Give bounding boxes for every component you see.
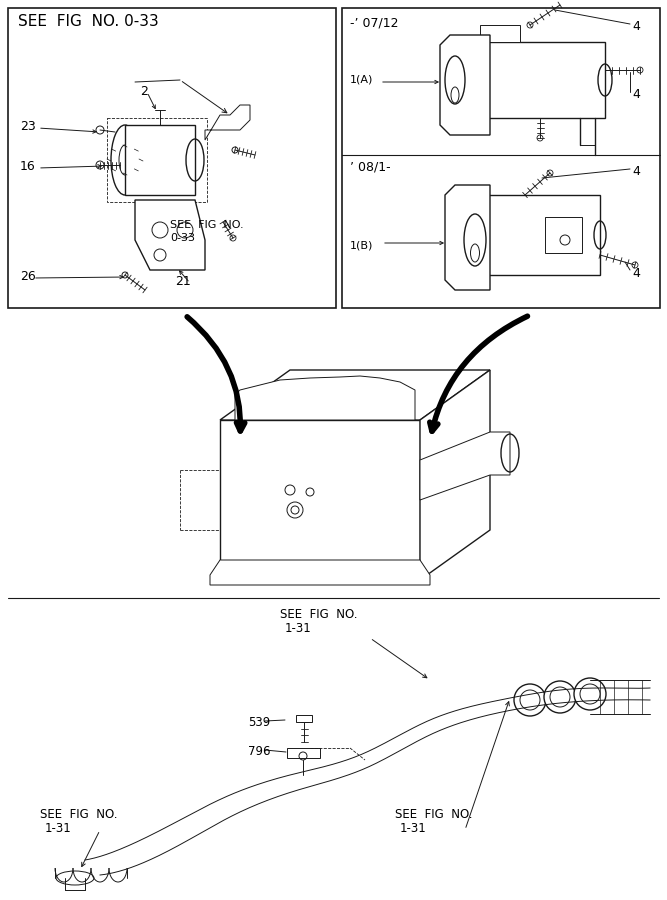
Text: 26: 26 (20, 270, 36, 283)
Text: 796: 796 (248, 745, 271, 758)
Polygon shape (205, 105, 250, 140)
Polygon shape (420, 370, 490, 580)
Text: SEE  FIG  NO. 0-33: SEE FIG NO. 0-33 (18, 14, 159, 29)
Polygon shape (545, 217, 582, 253)
Polygon shape (235, 376, 415, 420)
Text: 539: 539 (248, 716, 270, 729)
Polygon shape (455, 25, 520, 42)
Polygon shape (220, 370, 490, 420)
Text: -’ 07/12: -’ 07/12 (350, 16, 398, 29)
Text: 4: 4 (632, 165, 640, 178)
Text: 1(B): 1(B) (350, 240, 374, 250)
Polygon shape (420, 432, 510, 500)
Circle shape (514, 684, 546, 716)
Text: 1-31: 1-31 (285, 622, 311, 635)
Text: 21: 21 (175, 275, 191, 288)
Polygon shape (445, 185, 490, 290)
Text: 1-31: 1-31 (45, 822, 72, 835)
Text: 2: 2 (140, 85, 148, 98)
Text: 1-31: 1-31 (400, 822, 427, 835)
Text: SEE  FIG  NO.: SEE FIG NO. (395, 808, 472, 821)
Polygon shape (210, 560, 430, 585)
Polygon shape (440, 35, 490, 135)
Text: 4: 4 (632, 20, 640, 33)
Polygon shape (296, 715, 312, 722)
Text: 23: 23 (20, 120, 36, 133)
Text: 16: 16 (20, 160, 36, 173)
Text: SEE  FIG  NO.: SEE FIG NO. (40, 808, 117, 821)
Text: 0-33: 0-33 (170, 233, 195, 243)
Text: ’ 08/1-: ’ 08/1- (350, 161, 391, 174)
Polygon shape (287, 748, 320, 758)
Text: 4: 4 (632, 267, 640, 280)
Polygon shape (125, 125, 195, 195)
Text: 4: 4 (632, 88, 640, 101)
Polygon shape (220, 420, 420, 580)
Circle shape (544, 681, 576, 713)
Polygon shape (455, 42, 605, 118)
Text: 1(A): 1(A) (350, 75, 374, 85)
Text: SEE  FIG  NO.: SEE FIG NO. (280, 608, 358, 621)
Polygon shape (480, 195, 600, 275)
Text: SEE  FIG  NO.: SEE FIG NO. (170, 220, 243, 230)
Polygon shape (135, 200, 205, 270)
Circle shape (574, 678, 606, 710)
